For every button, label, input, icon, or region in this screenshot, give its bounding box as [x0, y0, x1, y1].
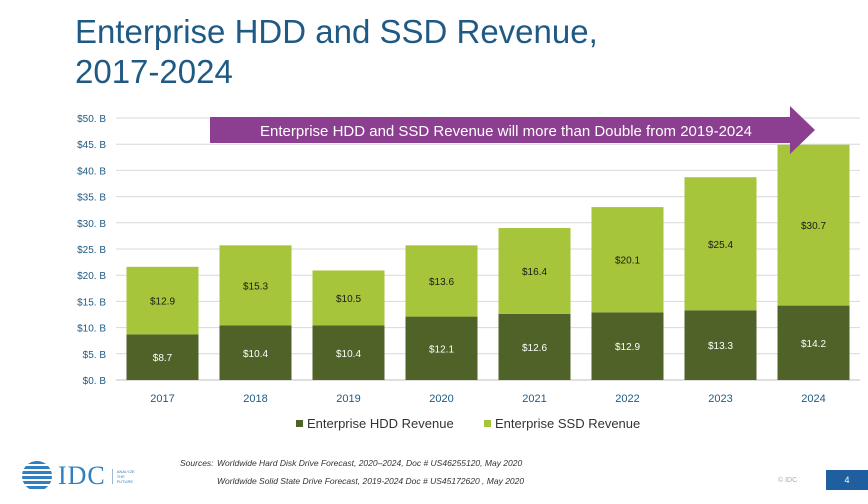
axis-labels: $0. B $5. B $10. B $15. B $20. B $25. B $30. B…: [77, 114, 826, 405]
data-label-ssd: $20.1: [615, 256, 640, 267]
x-tick-label: 2024: [801, 393, 825, 405]
bar-hdd: [684, 310, 757, 380]
legend-label-hdd: Enterprise HDD Revenue: [307, 416, 454, 431]
callout-text: Enterprise HDD and SSD Revenue will more…: [260, 123, 752, 140]
data-label-hdd: $8.7: [153, 353, 173, 364]
source-ssd: Worldwide Solid State Drive Forecast, 20…: [217, 476, 525, 486]
title-line-2: 2017-2024: [75, 53, 233, 90]
legend-swatch-ssd: [484, 420, 491, 427]
data-label-ssd: $12.9: [150, 297, 175, 308]
logo-tagline-line: ANALYZE: [116, 468, 135, 474]
logo-tagline-line: THE: [116, 473, 125, 479]
idc-logo: IDC ANALYZE THE FUTURE: [22, 460, 135, 492]
y-tick-label: $5. B: [83, 350, 107, 361]
bar-ssd: [219, 245, 292, 326]
bar-hdd: [405, 316, 478, 380]
x-tick-label: 2019: [336, 393, 360, 405]
x-tick-label: 2017: [150, 393, 174, 405]
y-tick-label: $0. B: [83, 376, 107, 387]
data-label-ssd: $25.4: [708, 240, 733, 251]
y-tick-label: $20. B: [77, 271, 106, 282]
x-tick-label: 2021: [522, 393, 546, 405]
y-tick-label: $10. B: [77, 324, 106, 335]
source-hdd: Worldwide Hard Disk Drive Forecast, 2020…: [217, 458, 523, 468]
bar-hdd: [777, 305, 850, 380]
legend-label-ssd: Enterprise SSD Revenue: [495, 416, 640, 431]
bar-hdd: [126, 334, 199, 380]
bar-ssd: [591, 207, 664, 313]
x-tick-label: 2022: [615, 393, 639, 405]
bar-hdd: [219, 325, 292, 380]
legend: Enterprise HDD Revenue Enterprise SSD Re…: [296, 416, 640, 431]
bar-ssd: [126, 266, 199, 335]
bar-hdd: [591, 312, 664, 380]
y-tick-label: $30. B: [77, 219, 106, 230]
y-tick-label: $40. B: [77, 166, 106, 177]
logo-wordmark: IDC: [58, 461, 106, 490]
y-tick-label: $15. B: [77, 297, 106, 308]
bar-ssd: [684, 177, 757, 311]
data-label-ssd: $10.5: [336, 294, 361, 305]
y-tick-label: $50. B: [77, 114, 106, 125]
data-label-ssd: $15.3: [243, 281, 268, 292]
data-label-ssd: $13.6: [429, 277, 454, 288]
y-tick-label: $25. B: [77, 245, 106, 256]
x-tick-label: 2018: [243, 393, 267, 405]
data-label-hdd: $12.9: [615, 342, 640, 353]
y-tick-label: $45. B: [77, 140, 106, 151]
bar-hdd: [312, 325, 385, 380]
data-label-hdd: $12.6: [522, 343, 547, 354]
page-number: 4: [826, 470, 868, 490]
logo-tagline: ANALYZE THE FUTURE: [111, 468, 135, 484]
title-line-1: Enterprise HDD and SSD Revenue,: [75, 13, 598, 50]
y-tick-label: $35. B: [77, 193, 106, 204]
x-tick-label: 2020: [429, 393, 453, 405]
data-label-ssd: $16.4: [522, 267, 547, 278]
logo-tagline-line: FUTURE: [116, 478, 134, 484]
data-label-ssd: $30.7: [801, 221, 826, 232]
data-label-hdd: $10.4: [336, 349, 361, 360]
x-tick-label: 2023: [708, 393, 732, 405]
growth-callout: Enterprise HDD and SSD Revenue will more…: [210, 106, 815, 154]
bar-ssd: [777, 144, 850, 306]
data-label-hdd: $12.1: [429, 344, 454, 355]
data-label-hdd: $14.2: [801, 339, 826, 350]
bar-ssd: [405, 245, 478, 317]
legend-swatch-hdd: [296, 420, 303, 427]
sources-label: Sources:: [180, 458, 214, 468]
bar-ssd: [312, 270, 385, 326]
data-label-hdd: $13.3: [708, 341, 733, 352]
page-title: Enterprise HDD and SSD Revenue, 2017-202…: [75, 12, 598, 92]
bar-hdd: [498, 313, 571, 380]
copyright: © IDC: [778, 477, 798, 484]
data-label-hdd: $10.4: [243, 349, 268, 360]
globe-icon: [22, 461, 52, 491]
bar-group: $8.7 $12.9 $10.4 $15.3 $10.4 $10.5 $12.1 $13.6 $…: [126, 144, 850, 380]
bar-ssd: [498, 228, 571, 314]
callout-arrow: [210, 106, 815, 154]
